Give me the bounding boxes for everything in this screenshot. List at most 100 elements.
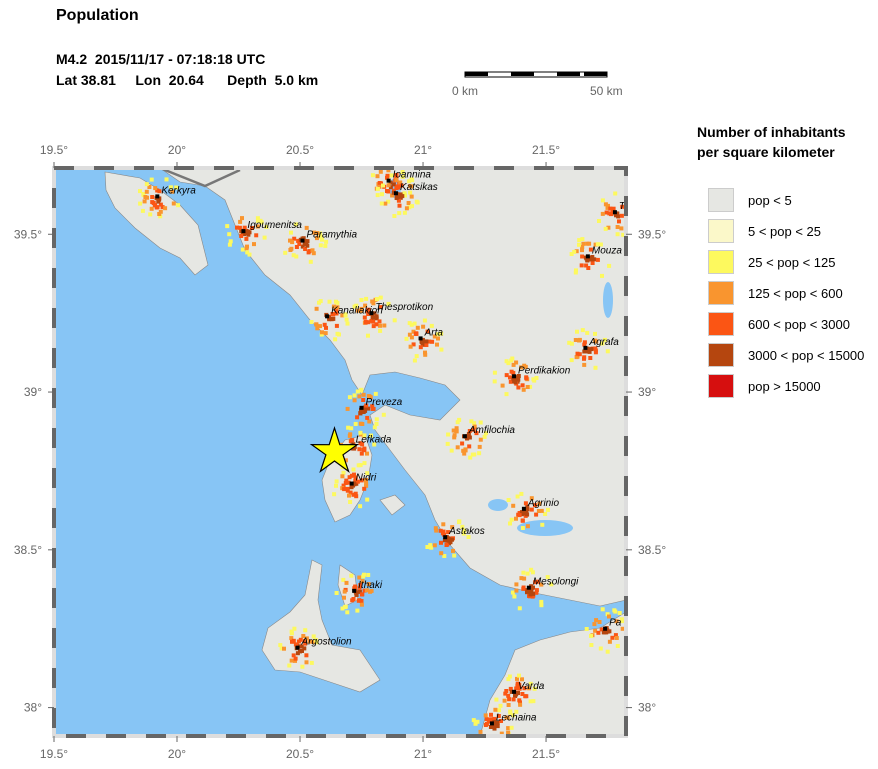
density-cell <box>350 598 355 603</box>
city-marker <box>462 434 467 439</box>
density-cell <box>600 273 604 278</box>
legend-item: 125 < pop < 600 <box>708 280 843 306</box>
density-cell <box>593 350 598 355</box>
density-cell <box>438 528 443 533</box>
density-cell <box>582 340 587 345</box>
density-cell <box>354 303 359 308</box>
density-cell <box>346 425 351 430</box>
density-cell <box>574 355 579 360</box>
density-cell <box>345 610 350 615</box>
lat-tick-label-left: 39° <box>24 385 42 399</box>
city-marker <box>603 626 608 631</box>
density-cell <box>531 591 536 596</box>
density-cell <box>362 588 367 593</box>
density-cell <box>385 173 390 178</box>
density-cell <box>414 332 419 336</box>
density-cell <box>620 204 625 209</box>
density-cell <box>302 646 307 651</box>
density-cell <box>595 257 600 262</box>
density-cell <box>574 268 578 273</box>
density-cell <box>422 318 427 323</box>
density-cell <box>157 189 162 194</box>
density-cell <box>574 249 579 254</box>
density-cell <box>300 244 305 249</box>
density-cell <box>603 202 608 207</box>
density-cell <box>506 693 511 698</box>
density-cell <box>428 543 433 548</box>
legend-swatch <box>708 312 734 336</box>
density-cell <box>391 190 396 195</box>
density-cell <box>402 210 407 215</box>
density-cell <box>143 195 148 199</box>
density-cell <box>322 322 327 327</box>
density-cell <box>357 447 362 452</box>
density-cell <box>331 316 336 321</box>
density-cell <box>392 318 397 323</box>
density-cell <box>439 540 443 545</box>
density-cell <box>549 582 554 587</box>
density-cell <box>525 385 530 389</box>
density-cell <box>394 186 399 191</box>
density-cell <box>372 311 377 316</box>
density-cell <box>349 473 354 478</box>
city-label: Nidri <box>356 473 377 484</box>
density-cell <box>432 334 437 339</box>
city-marker <box>300 238 305 243</box>
density-cell <box>502 698 507 703</box>
lat-tick-label-right: 39.5° <box>638 227 666 241</box>
density-cell <box>492 379 497 384</box>
density-cell <box>304 660 309 665</box>
density-cell <box>610 635 615 640</box>
density-cell <box>522 511 527 516</box>
density-cell <box>303 638 307 643</box>
density-cell <box>504 715 509 720</box>
density-cell <box>358 411 363 416</box>
density-cell <box>520 677 524 682</box>
mainland <box>159 167 627 607</box>
density-cell <box>594 618 599 623</box>
density-cell <box>381 412 386 417</box>
lat-tick-label-left: 38.5° <box>14 543 42 557</box>
density-cell <box>410 178 415 183</box>
density-cell <box>412 321 417 326</box>
density-cell <box>527 686 532 691</box>
density-cell <box>534 512 539 517</box>
legend-item: pop < 5 <box>708 187 792 213</box>
density-cell <box>517 673 521 678</box>
density-cell <box>352 472 356 477</box>
density-cell <box>375 297 379 301</box>
density-cell <box>344 478 349 483</box>
density-cell <box>318 324 322 329</box>
density-cell <box>397 211 402 216</box>
density-cell <box>592 622 597 627</box>
city-label: Mesolongi <box>533 577 579 588</box>
density-cell <box>499 719 503 723</box>
legend-label: 600 < pop < 3000 <box>748 316 850 332</box>
scale-start-label: 0 km <box>452 84 479 98</box>
density-cell <box>511 503 516 508</box>
density-cell <box>352 393 357 398</box>
density-cell <box>242 225 247 230</box>
lon-tick-label-bottom: 19.5° <box>40 747 68 761</box>
density-cell <box>292 236 297 241</box>
density-cell <box>508 710 513 715</box>
density-cell <box>370 404 375 409</box>
density-cell <box>509 517 514 522</box>
density-cell <box>170 189 175 194</box>
density-cell <box>293 656 298 661</box>
density-cell <box>425 545 430 549</box>
density-cell <box>498 703 503 708</box>
density-cell <box>614 636 619 640</box>
density-cell <box>362 486 367 491</box>
density-cell <box>383 201 388 206</box>
density-cell <box>255 224 260 229</box>
axis-ticks: 19.5° 19.5° 20° 20° 20.5° 20.5° 21° 21° 21.5° 21.… <box>14 143 667 761</box>
density-cell <box>239 234 244 238</box>
density-cell <box>462 528 467 533</box>
density-cell <box>334 311 339 316</box>
city-label: Mouza <box>592 245 622 256</box>
density-cell <box>468 455 473 460</box>
density-cell <box>354 592 359 597</box>
density-cell <box>496 714 501 718</box>
